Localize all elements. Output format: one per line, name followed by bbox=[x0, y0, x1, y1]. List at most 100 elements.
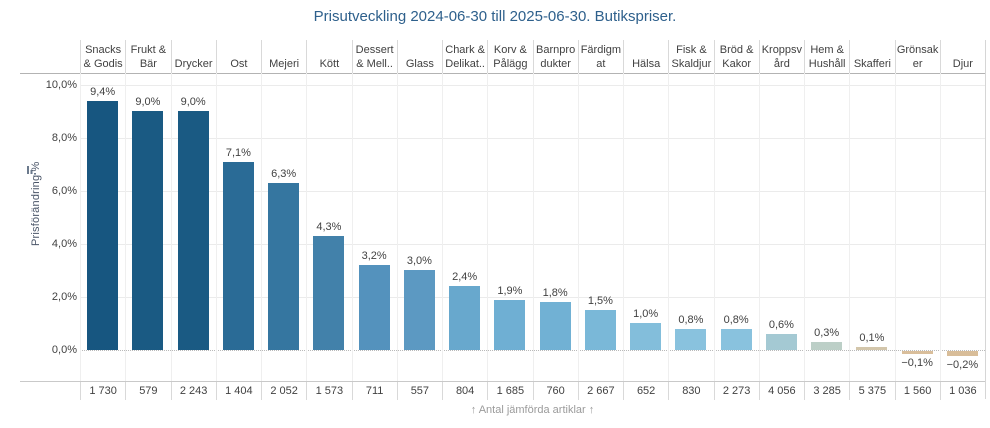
plot-column bbox=[804, 73, 849, 381]
plot-column bbox=[306, 73, 351, 381]
bar-chark-delikat[interactable] bbox=[449, 286, 481, 350]
bar-korv-palagg[interactable] bbox=[494, 300, 526, 350]
column-header-label: Frukt & bbox=[130, 44, 167, 56]
column-header-kroppsvard[interactable]: Kroppsv ård bbox=[758, 40, 804, 73]
count-dessert-mell[interactable]: 711 bbox=[351, 382, 397, 400]
column-header-djur[interactable]: Djur bbox=[939, 40, 985, 73]
bar-djur[interactable] bbox=[946, 351, 978, 356]
plot-column bbox=[713, 73, 759, 381]
column-header-kott[interactable]: Kött bbox=[306, 40, 351, 73]
column-header-skafferi[interactable]: Skafferi bbox=[849, 40, 894, 73]
count-mejeri[interactable]: 2 052 bbox=[261, 382, 306, 400]
column-header-frukt-bar[interactable]: Frukt & Bär bbox=[125, 40, 170, 73]
column-header-fisk-skaldjur[interactable]: Fisk & Skaldjur bbox=[668, 40, 713, 73]
count-glass[interactable]: 557 bbox=[396, 382, 442, 400]
bar-value-label: 3,0% bbox=[406, 255, 432, 267]
plot-column bbox=[849, 73, 894, 381]
column-header-fardigmat[interactable]: Färdigm at bbox=[577, 40, 623, 73]
column-header-korv-palagg[interactable]: Korv & Pålägg bbox=[487, 40, 532, 73]
bar-halsa[interactable] bbox=[630, 323, 662, 350]
bar-kott[interactable] bbox=[313, 236, 345, 350]
plot-column bbox=[577, 73, 623, 381]
bar-dessert-mell[interactable] bbox=[358, 265, 390, 350]
column-header-snacks-godis[interactable]: Snacks & Godis bbox=[80, 40, 125, 73]
bar-value-label: 9,0% bbox=[180, 96, 206, 108]
bar-fisk-skaldjur[interactable] bbox=[675, 329, 707, 350]
plot-column bbox=[939, 73, 985, 381]
plot-column bbox=[894, 73, 940, 381]
bar-gronsaker[interactable] bbox=[901, 351, 933, 354]
bar-kroppsvard[interactable] bbox=[765, 334, 797, 350]
column-header-label: er bbox=[912, 58, 923, 70]
column-header-label: dukter bbox=[540, 58, 571, 70]
column-header-label: Hälsa bbox=[632, 58, 661, 70]
bar-hem-hushall[interactable] bbox=[811, 342, 843, 350]
count-skafferi[interactable]: 5 375 bbox=[849, 382, 894, 400]
count-hem-hushall[interactable]: 3 285 bbox=[804, 382, 849, 400]
column-header-label: Korv & bbox=[493, 44, 527, 56]
count-fardigmat[interactable]: 2 667 bbox=[577, 382, 623, 400]
plot-column bbox=[80, 73, 125, 381]
column-header-glass[interactable]: Glass bbox=[396, 40, 442, 73]
y-tick-label: 10,0% bbox=[45, 79, 77, 91]
count-fisk-skaldjur[interactable]: 830 bbox=[668, 382, 713, 400]
column-header-label: Chark & bbox=[445, 44, 485, 56]
plot-column bbox=[396, 73, 442, 381]
bar-drycker[interactable] bbox=[177, 111, 209, 350]
bar-value-label: 4,3% bbox=[316, 221, 342, 233]
bar-glass[interactable] bbox=[403, 270, 435, 350]
bar-ost[interactable] bbox=[222, 162, 254, 350]
plot-column bbox=[170, 73, 216, 381]
y-tick-label: 6,0% bbox=[51, 185, 77, 197]
count-ost[interactable]: 1 404 bbox=[215, 382, 261, 400]
column-header-hem-hushall[interactable]: Hem & Hushåll bbox=[804, 40, 849, 73]
bar-brod-kakor[interactable] bbox=[720, 329, 752, 350]
count-brod-kakor[interactable]: 2 273 bbox=[713, 382, 759, 400]
bar-fardigmat[interactable] bbox=[584, 310, 616, 350]
count-kott[interactable]: 1 573 bbox=[306, 382, 351, 400]
count-kroppsvard[interactable]: 4 056 bbox=[758, 382, 804, 400]
column-header-label: Fisk & bbox=[676, 44, 707, 56]
chart-title: Prisutveckling 2024-06-30 till 2025-06-3… bbox=[313, 8, 677, 25]
count-djur[interactable]: 1 036 bbox=[939, 382, 985, 400]
bar-snacks-godis[interactable] bbox=[87, 101, 119, 350]
column-header-label: Skafferi bbox=[853, 58, 891, 70]
bar-skafferi[interactable] bbox=[856, 347, 888, 350]
bar-value-label: 9,4% bbox=[90, 86, 116, 98]
y-tick-label: 8,0% bbox=[51, 132, 77, 144]
column-header-label: Skaldjur bbox=[671, 58, 712, 70]
column-header-ost[interactable]: Ost bbox=[215, 40, 261, 73]
column-header-label: Kroppsv bbox=[761, 44, 803, 56]
bar-value-label: 1,0% bbox=[633, 308, 659, 320]
column-header-label: Hushåll bbox=[808, 58, 846, 70]
count-korv-palagg[interactable]: 1 685 bbox=[487, 382, 532, 400]
bar-frukt-bar[interactable] bbox=[132, 111, 164, 350]
column-header-label: Grönsak bbox=[896, 44, 939, 56]
column-header-mejeri[interactable]: Mejeri bbox=[261, 40, 306, 73]
header-bottom-line bbox=[20, 73, 985, 74]
column-header-halsa[interactable]: Hälsa bbox=[623, 40, 668, 73]
column-header-label: Barnpro bbox=[536, 44, 576, 56]
column-header-barnprodukter[interactable]: Barnpro dukter bbox=[532, 40, 578, 73]
bar-value-label: 0,3% bbox=[814, 327, 840, 339]
bar-mejeri[interactable] bbox=[268, 183, 300, 350]
column-header-label: Bröd & bbox=[719, 44, 754, 56]
count-chark-delikat[interactable]: 804 bbox=[442, 382, 487, 400]
count-snacks-godis[interactable]: 1 730 bbox=[80, 382, 125, 400]
count-gronsaker[interactable]: 1 560 bbox=[894, 382, 940, 400]
count-halsa[interactable]: 652 bbox=[623, 382, 668, 400]
count-frukt-bar[interactable]: 579 bbox=[125, 382, 170, 400]
column-header-dessert-mell[interactable]: Dessert & Mell.. bbox=[351, 40, 397, 73]
column-header-gronsaker[interactable]: Grönsak er bbox=[894, 40, 940, 73]
column-header-chark-delikat[interactable]: Chark & Delikat.. bbox=[442, 40, 487, 73]
column-header-drycker[interactable]: Drycker bbox=[170, 40, 216, 73]
bar-barnprodukter[interactable] bbox=[539, 302, 571, 350]
bar-value-label: 1,8% bbox=[542, 287, 568, 299]
column-header-label: Hem & bbox=[810, 44, 844, 56]
column-header-brod-kakor[interactable]: Bröd & Kakor bbox=[713, 40, 759, 73]
count-barnprodukter[interactable]: 760 bbox=[532, 382, 578, 400]
y-tick-label: 2,0% bbox=[51, 291, 77, 303]
count-drycker[interactable]: 2 243 bbox=[170, 382, 216, 400]
sort-descending-icon[interactable] bbox=[27, 163, 39, 175]
column-header-label: Drycker bbox=[174, 58, 213, 70]
